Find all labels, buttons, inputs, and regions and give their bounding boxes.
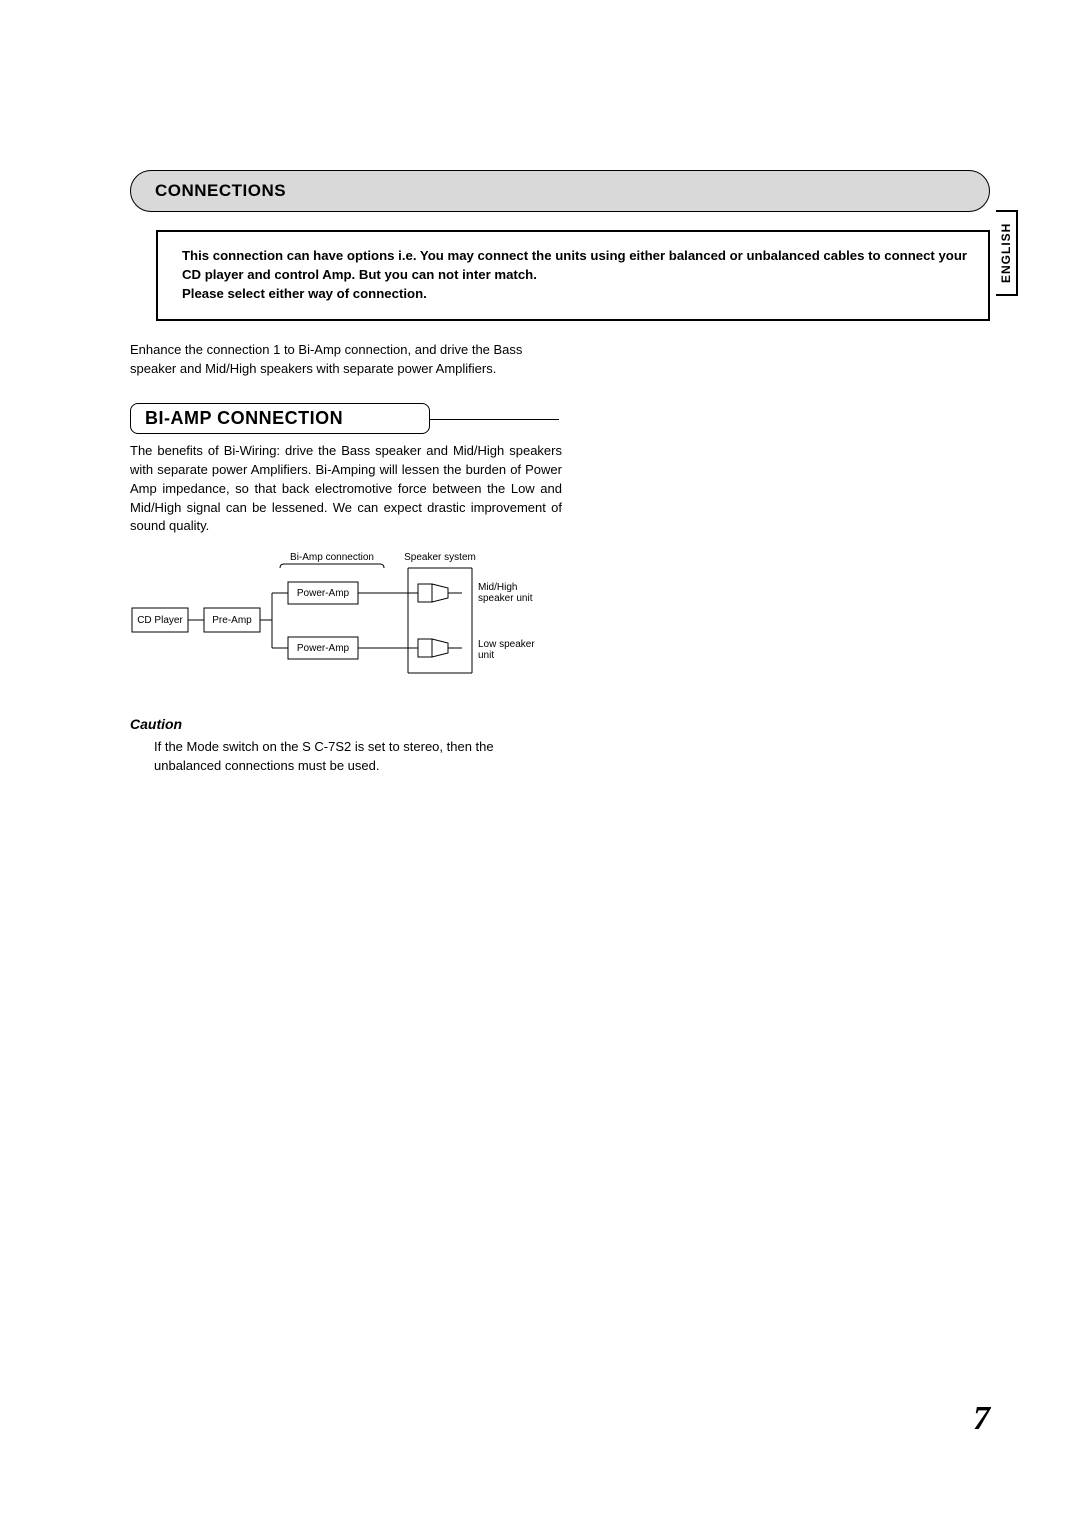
diagram-low-label-1: Low speaker (478, 639, 535, 650)
diagram-mid-label-1: Mid/High (478, 582, 517, 593)
language-tab: ENGLISH (996, 210, 1018, 296)
notice-text-2: Please select either way of connection. (182, 286, 427, 301)
diagram-mid-label-2: speaker unit (478, 593, 533, 604)
diagram-cd-player: CD Player (137, 615, 183, 626)
biamp-heading: BI-AMP CONNECTION (130, 403, 430, 434)
caution-label: Caution (130, 716, 990, 732)
diagram-label-left: Bi-Amp connection (290, 552, 374, 563)
biamp-diagram: Bi-Amp connection Speaker system CD Play… (130, 548, 562, 698)
biamp-body: The benefits of Bi-Wiring: drive the Bas… (130, 442, 562, 536)
notice-box: This connection can have options i.e. Yo… (156, 230, 990, 321)
diagram-low-label-2: unit (478, 650, 494, 661)
page-number: 7 (973, 1400, 990, 1438)
diagram-power-amp-top: Power-Amp (297, 588, 350, 599)
caution-text: If the Mode switch on the S C-7S2 is set… (154, 738, 564, 776)
section-title: CONNECTIONS (130, 170, 990, 212)
diagram-power-amp-bottom: Power-Amp (297, 643, 350, 654)
diagram-pre-amp: Pre-Amp (212, 615, 252, 626)
notice-text-1: This connection can have options i.e. Yo… (182, 248, 967, 282)
intro-paragraph: Enhance the connection 1 to Bi-Amp conne… (130, 341, 560, 379)
header-section: CONNECTIONS (130, 170, 990, 212)
diagram-label-right: Speaker system (404, 552, 476, 563)
